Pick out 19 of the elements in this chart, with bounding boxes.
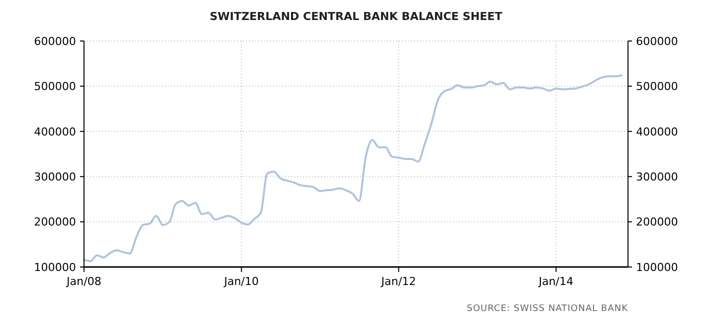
y-tick-label: 600000	[34, 34, 76, 48]
x-tick-label: Jan/10	[223, 275, 259, 288]
y2-tick-label: 600000	[636, 34, 678, 48]
y2-tick-label: 300000	[636, 170, 678, 184]
line-series	[83, 74, 623, 262]
x-tick-label: Jan/14	[538, 275, 574, 288]
chart-title: SWITZERLAND CENTRAL BANK BALANCE SHEET	[210, 10, 503, 23]
y-tick-label: 500000	[34, 80, 76, 94]
y-tick-label: 100000	[34, 260, 76, 274]
y2-tick-label: 400000	[636, 125, 678, 138]
y-tick-label: 200000	[34, 216, 76, 229]
y2-tick-label: 200000	[636, 216, 678, 229]
y2-tick-label: 100000	[636, 260, 678, 274]
y-tick-label: 400000	[34, 125, 76, 138]
x-tick-label: Jan/08	[66, 275, 102, 288]
source-note: SOURCE: SWISS NATIONAL BANK	[466, 304, 629, 314]
x-tick-label: Jan/12	[380, 275, 416, 288]
y-tick-label: 300000	[34, 170, 76, 184]
y2-tick-label: 500000	[636, 80, 678, 94]
